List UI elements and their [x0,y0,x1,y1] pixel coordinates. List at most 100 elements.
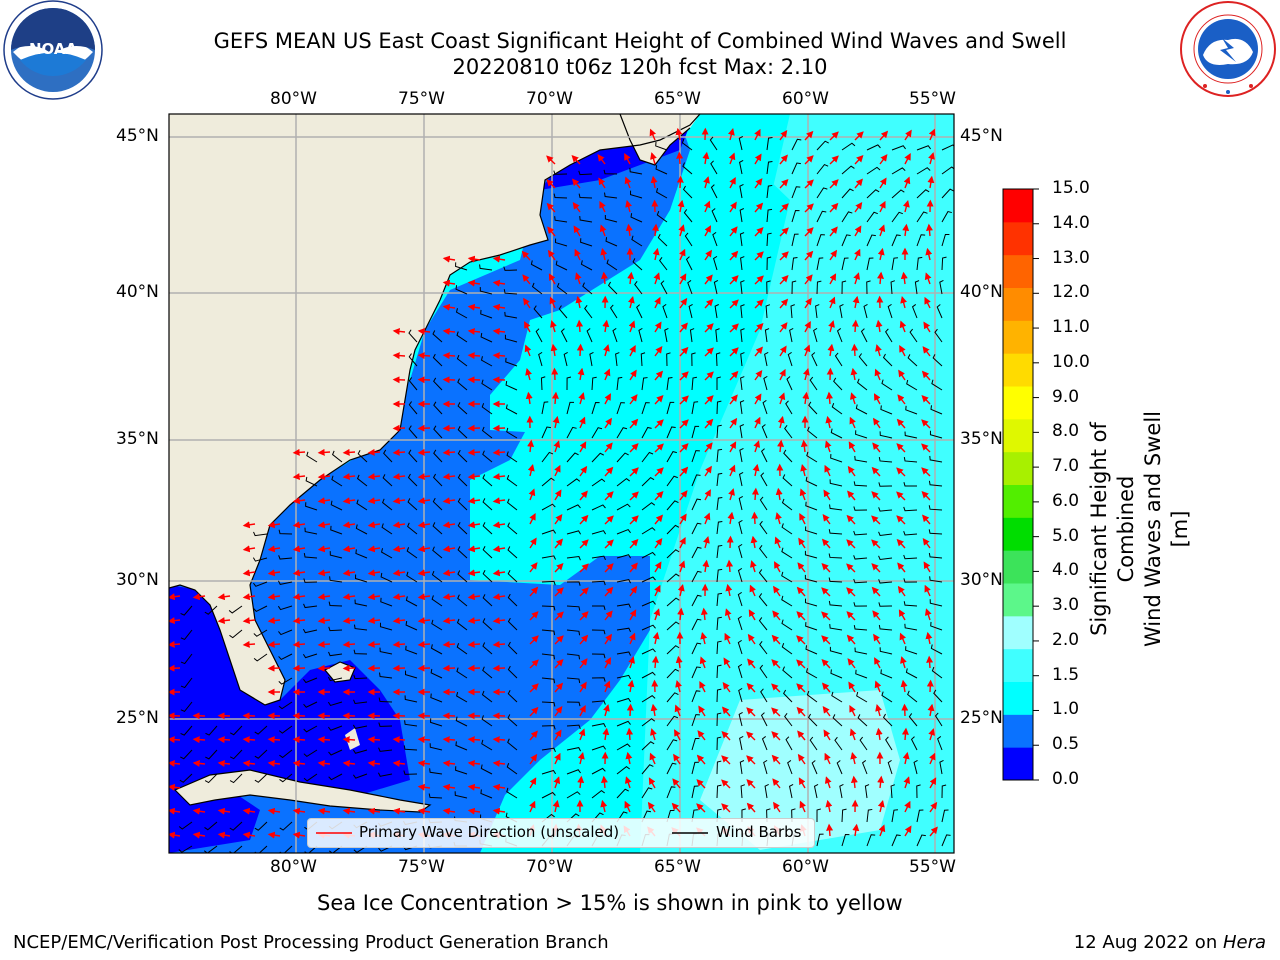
colorbar-tick-label: 14.0 [1052,212,1090,233]
wind-barb [279,821,293,831]
wave-direction-arrow [826,391,833,405]
wind-barb [691,666,701,679]
wave-direction-arrow [679,371,689,381]
wave-direction-arrow [779,203,789,213]
wind-barb [302,628,318,634]
wind-barb [641,426,652,439]
wind-barb [433,401,443,415]
wind-barb [641,551,656,559]
wind-barb [254,821,268,831]
wind-barb [928,529,943,535]
wind-barb [352,724,368,729]
footer-credit: NCEP/EMC/Verification Post Processing Pr… [13,932,609,953]
wind-barb [737,639,743,655]
wind-barb [591,376,597,391]
wave-direction-arrow [292,617,306,625]
wave-direction-arrow [902,223,910,237]
wave-direction-arrow [724,632,731,645]
wave-direction-arrow [647,801,656,813]
wind-barb [566,401,575,415]
wind-barb [739,184,744,199]
wave-direction-arrow [442,545,456,553]
wave-direction-arrow [804,250,814,261]
wave-direction-arrow [852,823,860,837]
wind-barb [279,773,293,783]
wind-barb [941,144,954,151]
wind-barb [228,605,243,614]
wind-barb [854,455,868,463]
wave-direction-arrow [492,617,506,625]
wave-direction-arrow [522,274,531,285]
wave-direction-arrow [342,759,356,767]
wave-direction-arrow [821,658,831,669]
wind-barb [408,377,418,391]
wind-barb [815,304,820,319]
wave-direction-arrow [492,545,506,553]
wind-barb [405,645,418,655]
wind-barb [482,618,493,631]
wind-barb [278,529,293,535]
wave-direction-arrow [524,321,531,333]
wind-barb [432,473,443,487]
wind-barb [841,280,847,295]
wave-direction-arrow [779,227,789,237]
wind-barb [691,498,702,511]
wind-barb [666,668,680,679]
wind-barb [941,233,950,247]
wind-barb [816,257,824,271]
wave-direction-arrow [751,511,759,525]
colorbar-tick-label: 0.5 [1052,734,1080,755]
wave-direction-arrow [392,473,406,481]
wind-barb [507,593,518,607]
wave-direction-arrow [492,497,506,505]
wind-barb [691,594,702,607]
wind-barb [856,691,868,703]
wave-direction-arrow [651,679,659,693]
wave-direction-arrow [367,640,381,648]
wind-barb [816,187,828,199]
wave-direction-arrow [729,417,738,429]
lat-label-right: 45°N [960,126,1003,146]
colorbar-segment [1003,221,1033,256]
wave-direction-arrow [392,593,406,601]
wind-barb [937,736,943,751]
wave-direction-arrow [523,297,531,309]
wind-barb [930,405,943,415]
wave-direction-arrow [679,395,689,405]
wind-barb [180,653,193,665]
wave-direction-arrow [874,680,882,693]
wave-direction-arrow [467,279,481,287]
wave-direction-arrow [877,271,885,285]
wind-barb [507,641,518,655]
wind-barb [636,304,643,319]
wind-barb [739,400,745,415]
wave-direction-arrow [704,418,714,429]
wind-barb [180,677,193,689]
wave-direction-arrow [848,681,856,693]
wind-barb [816,280,822,295]
wave-direction-arrow [629,515,639,525]
wind-barb [566,426,577,439]
wind-barb [907,690,918,703]
wave-direction-arrow [546,202,556,213]
wave-direction-arrow [800,463,808,477]
wave-direction-arrow [878,824,886,837]
wave-direction-arrow [823,489,831,501]
wave-direction-arrow [529,586,539,597]
wave-direction-arrow [922,346,931,357]
wave-direction-arrow [602,727,610,741]
wave-direction-arrow [317,807,331,815]
wind-barb [738,471,744,487]
wave-direction-arrow [342,593,356,601]
wind-barb [482,642,493,655]
wave-direction-arrow [554,464,561,477]
wind-barb [541,426,551,439]
wind-barb [941,784,947,799]
wave-direction-arrow [923,561,931,573]
wind-barb [456,331,468,343]
wind-barb [379,672,393,679]
map-legend: Primary Wave Direction (unscaled) Wind B… [307,818,815,848]
wave-direction-arrow [802,391,810,405]
wind-barb [866,808,873,823]
lon-label-bottom: 75°W [398,857,445,877]
